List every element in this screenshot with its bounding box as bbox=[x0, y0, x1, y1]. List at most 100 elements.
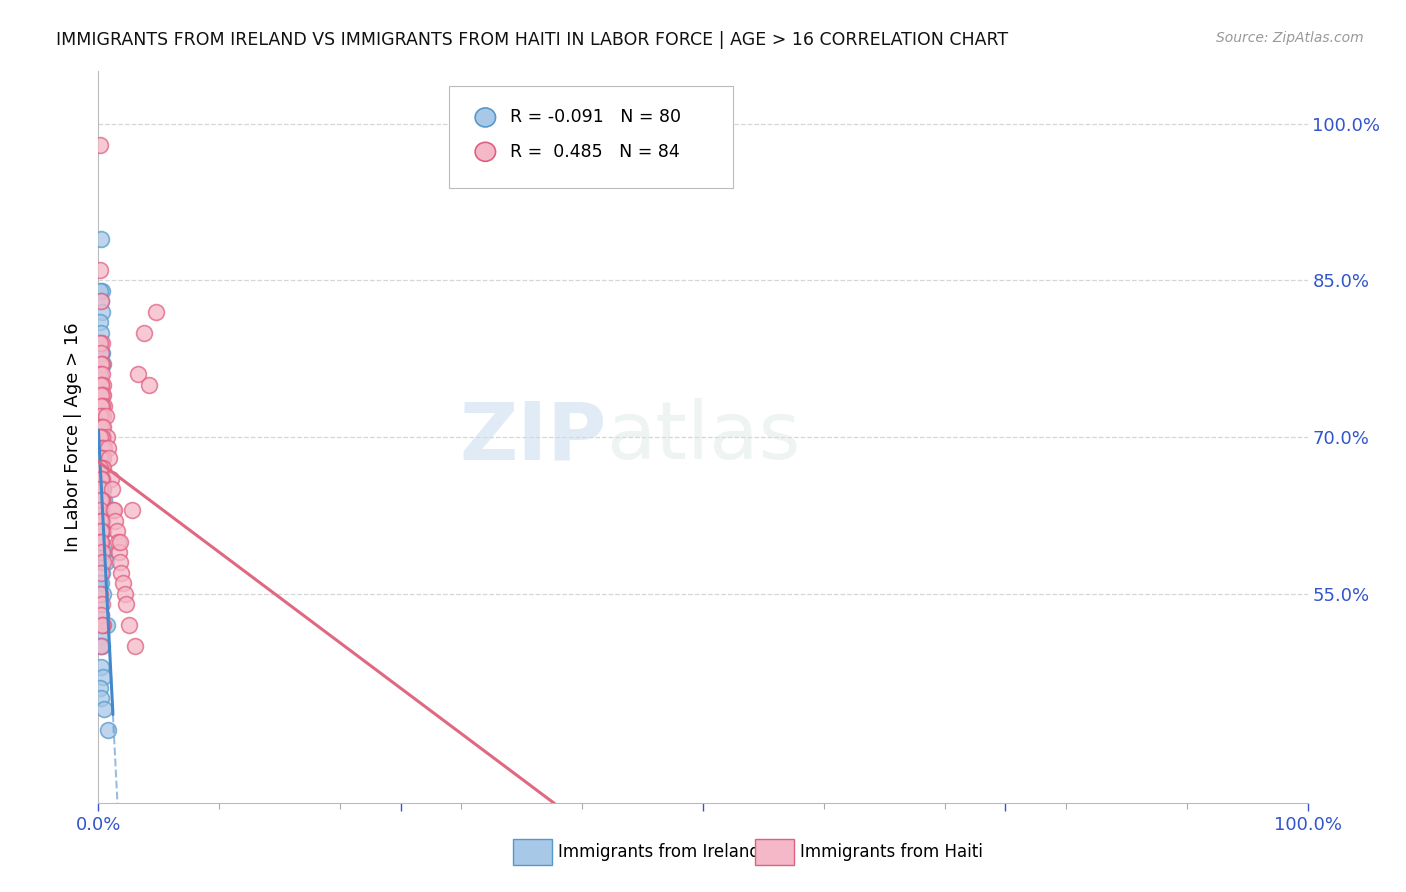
Point bbox=[89, 263, 111, 277]
Point bbox=[89, 284, 111, 298]
Point bbox=[91, 587, 114, 601]
Text: ZIP: ZIP bbox=[458, 398, 606, 476]
Point bbox=[90, 576, 112, 591]
Point bbox=[97, 441, 120, 455]
Point bbox=[91, 357, 114, 371]
Point bbox=[89, 409, 111, 424]
Point bbox=[103, 503, 125, 517]
Point bbox=[90, 566, 112, 580]
Point bbox=[89, 409, 111, 424]
Point bbox=[91, 618, 114, 632]
Point bbox=[91, 388, 114, 402]
Point bbox=[91, 461, 114, 475]
Point bbox=[89, 587, 111, 601]
Point bbox=[91, 639, 114, 653]
Point bbox=[91, 284, 114, 298]
Point bbox=[89, 514, 111, 528]
Point bbox=[94, 556, 117, 570]
Point bbox=[91, 441, 114, 455]
Point bbox=[90, 534, 112, 549]
Ellipse shape bbox=[475, 108, 495, 127]
Point bbox=[91, 492, 114, 507]
Point bbox=[90, 483, 112, 497]
Point bbox=[91, 409, 114, 424]
Point bbox=[127, 368, 149, 382]
Text: atlas: atlas bbox=[606, 398, 800, 476]
Point bbox=[91, 336, 114, 351]
Ellipse shape bbox=[475, 143, 495, 161]
Point bbox=[90, 450, 112, 465]
Point bbox=[91, 461, 114, 475]
Point bbox=[124, 639, 146, 653]
Point bbox=[91, 388, 114, 402]
Point bbox=[89, 368, 111, 382]
Point bbox=[90, 430, 112, 444]
Point bbox=[91, 524, 114, 538]
Point bbox=[89, 388, 111, 402]
Point bbox=[90, 294, 112, 309]
Point bbox=[91, 472, 114, 486]
Point bbox=[93, 441, 115, 455]
Point bbox=[91, 399, 114, 413]
Point bbox=[90, 377, 112, 392]
Point bbox=[89, 576, 111, 591]
Point bbox=[91, 388, 114, 402]
Point bbox=[145, 304, 167, 318]
Point bbox=[91, 377, 114, 392]
Point bbox=[90, 691, 112, 706]
Point bbox=[90, 346, 112, 360]
Point bbox=[90, 514, 112, 528]
Point bbox=[89, 472, 111, 486]
Point bbox=[91, 346, 114, 360]
Text: Source: ZipAtlas.com: Source: ZipAtlas.com bbox=[1216, 31, 1364, 45]
Point bbox=[108, 534, 131, 549]
Point bbox=[91, 545, 114, 559]
Point bbox=[91, 670, 114, 684]
Point bbox=[91, 556, 114, 570]
Point bbox=[89, 492, 111, 507]
Y-axis label: In Labor Force | Age > 16: In Labor Force | Age > 16 bbox=[65, 322, 83, 552]
Point bbox=[90, 399, 112, 413]
Point bbox=[91, 430, 114, 444]
Point bbox=[90, 472, 112, 486]
Point bbox=[90, 556, 112, 570]
Point bbox=[90, 629, 112, 643]
Point bbox=[89, 639, 111, 653]
Point bbox=[91, 483, 114, 497]
Point bbox=[100, 483, 122, 497]
Point bbox=[89, 419, 111, 434]
Point bbox=[91, 566, 114, 580]
Point bbox=[90, 472, 112, 486]
Point bbox=[89, 681, 111, 695]
Point bbox=[134, 326, 156, 340]
Point bbox=[90, 483, 112, 497]
Point bbox=[89, 503, 111, 517]
Point bbox=[90, 294, 112, 309]
Text: IMMIGRANTS FROM IRELAND VS IMMIGRANTS FROM HAITI IN LABOR FORCE | AGE > 16 CORRE: IMMIGRANTS FROM IRELAND VS IMMIGRANTS FR… bbox=[56, 31, 1008, 49]
Point bbox=[90, 503, 112, 517]
Point bbox=[89, 597, 111, 611]
Point bbox=[107, 534, 129, 549]
Point bbox=[89, 409, 111, 424]
Point bbox=[90, 357, 112, 371]
Point bbox=[90, 534, 112, 549]
Point bbox=[90, 441, 112, 455]
Point bbox=[108, 556, 131, 570]
Point bbox=[91, 304, 114, 318]
Text: R =  0.485   N = 84: R = 0.485 N = 84 bbox=[509, 143, 679, 161]
Point bbox=[91, 514, 114, 528]
Point bbox=[121, 503, 143, 517]
Point bbox=[89, 368, 111, 382]
Point bbox=[89, 336, 111, 351]
Point bbox=[90, 450, 112, 465]
Point bbox=[93, 702, 115, 716]
Point bbox=[91, 399, 114, 413]
Point bbox=[89, 534, 111, 549]
Point bbox=[90, 660, 112, 674]
Point bbox=[91, 514, 114, 528]
Point bbox=[91, 524, 114, 538]
Point bbox=[90, 524, 112, 538]
Point bbox=[100, 472, 122, 486]
Point bbox=[104, 514, 127, 528]
Text: Immigrants from Haiti: Immigrants from Haiti bbox=[800, 843, 983, 861]
